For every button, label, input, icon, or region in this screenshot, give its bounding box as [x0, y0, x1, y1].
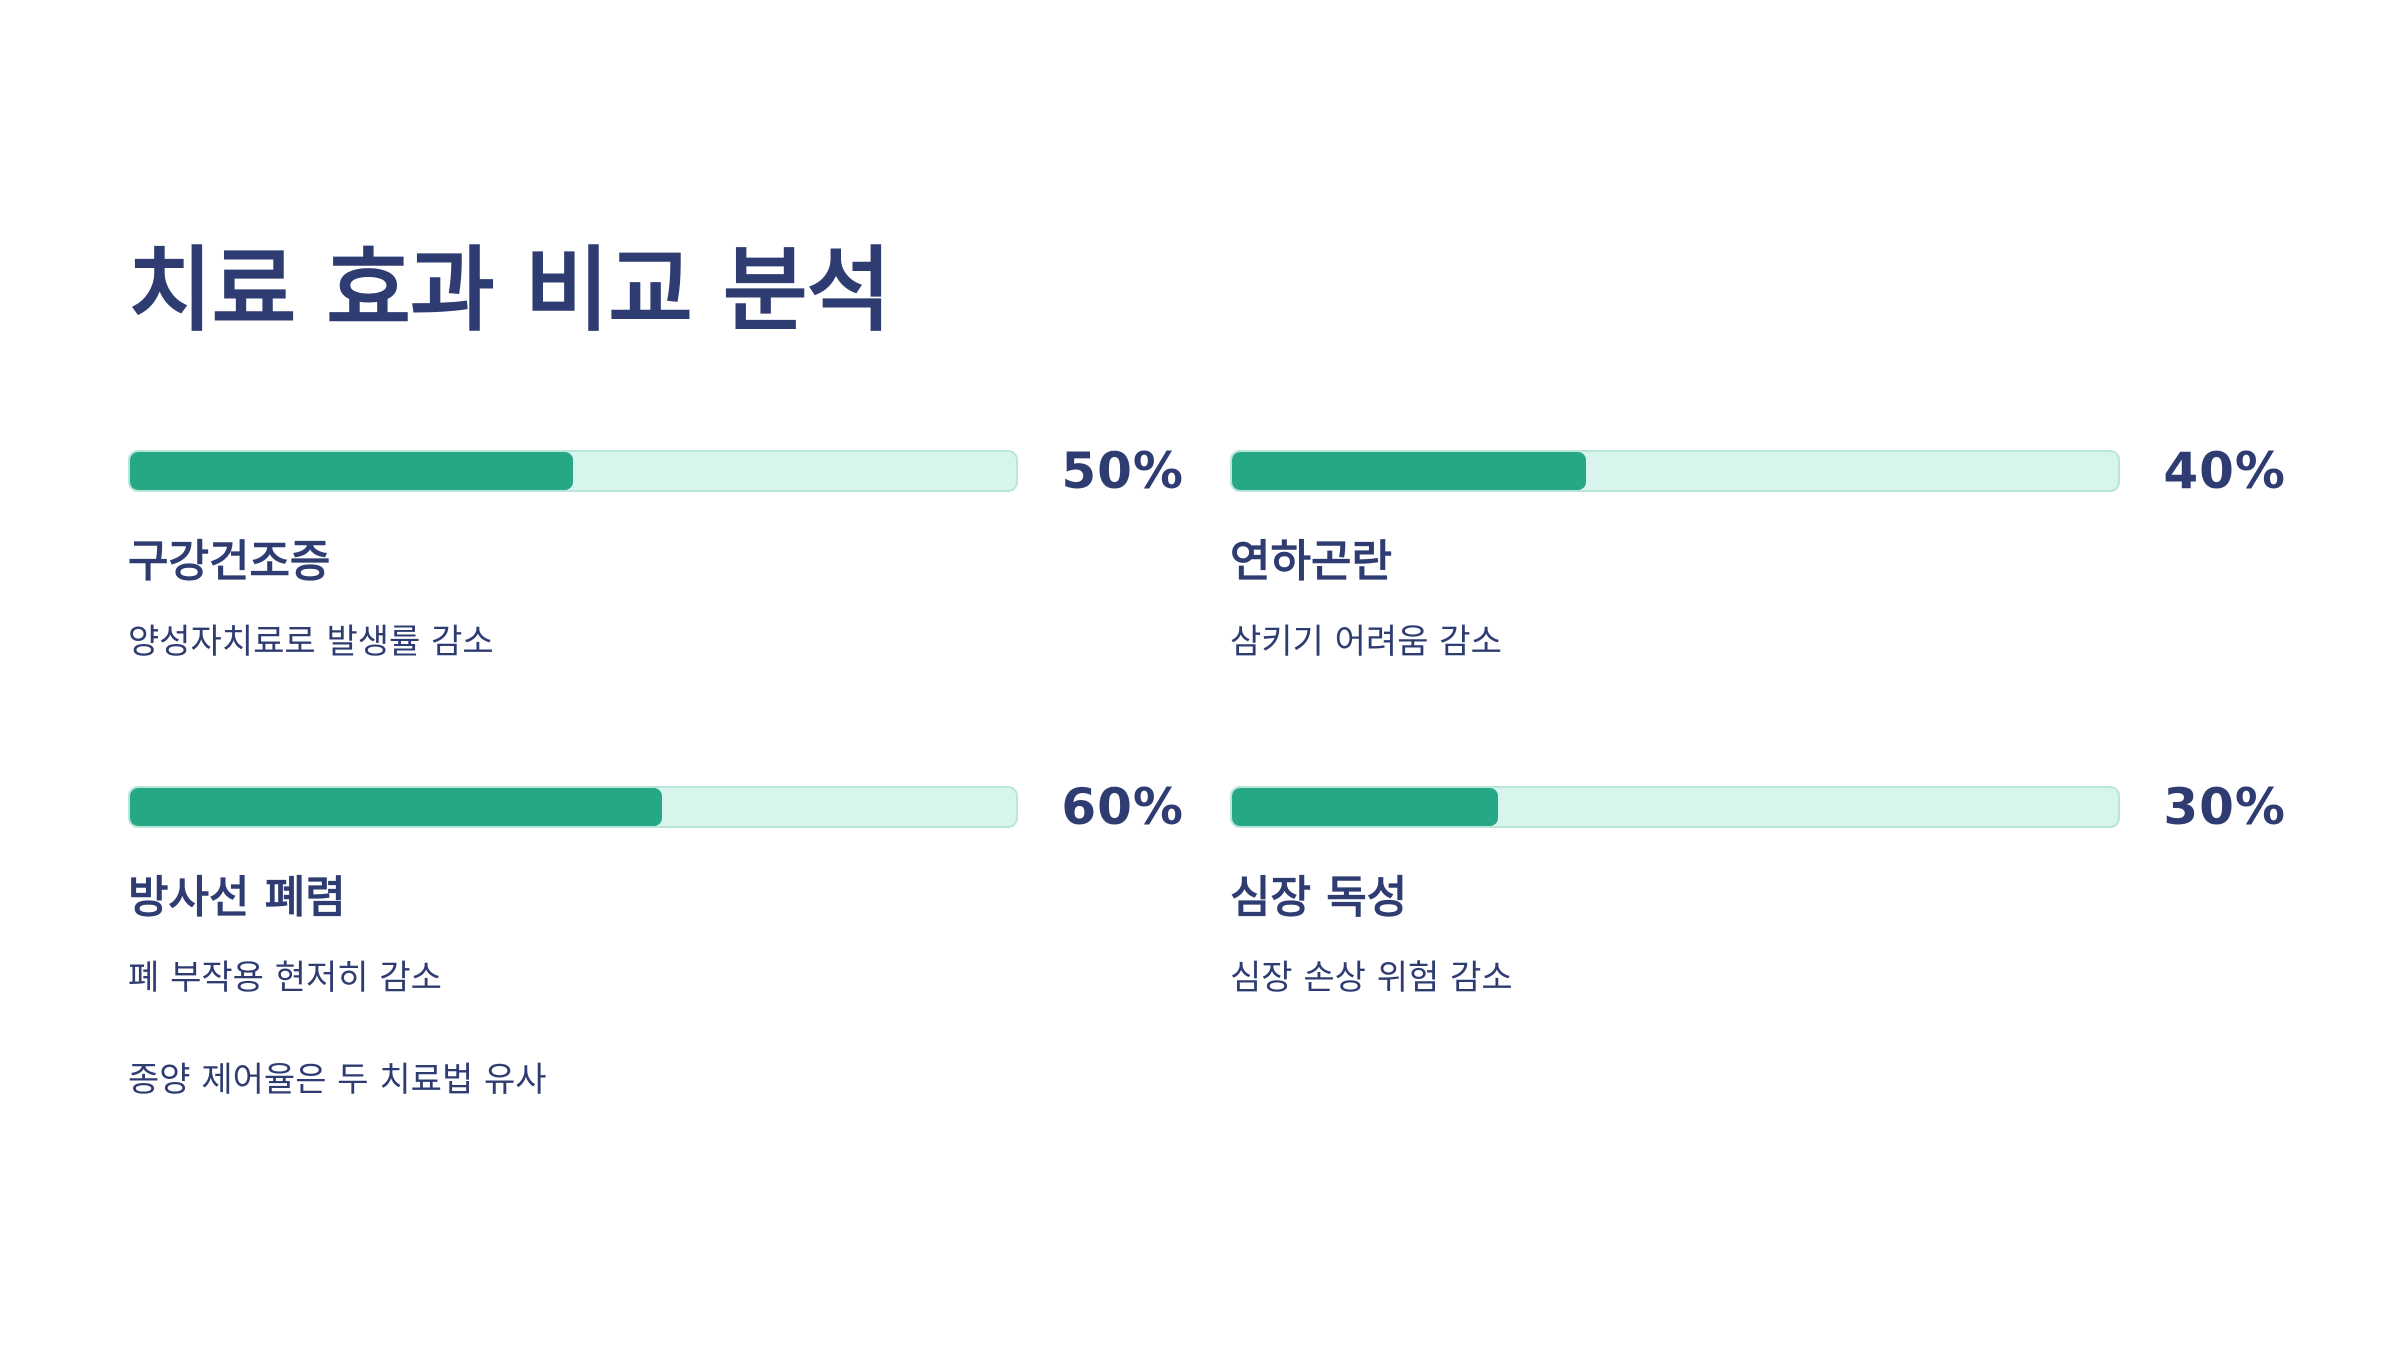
- stat-description: 삼키기 어려움 감소: [1230, 622, 1502, 662]
- stat-card-radiation-pneumonitis: 60% 방사선 폐렴 폐 부작용 현저히 감소: [128, 782, 1184, 998]
- progress-bar-track: [1230, 450, 2120, 492]
- progress-bar-track: [1230, 786, 2120, 828]
- progress-row: 50%: [128, 446, 1184, 496]
- progress-bar-fill: [1232, 788, 1498, 826]
- progress-bar-fill: [1232, 452, 1587, 490]
- progress-row: 30%: [1230, 782, 2286, 832]
- percent-value: 40%: [2163, 442, 2286, 500]
- footnote: 종양 제어율은 두 치료법 유사: [128, 1060, 547, 1100]
- progress-row: 60%: [128, 782, 1184, 832]
- progress-bar-fill: [130, 452, 573, 490]
- stat-title: 심장 독성: [1230, 872, 1408, 923]
- percent-value: 30%: [2163, 778, 2286, 836]
- progress-bar-track: [128, 450, 1018, 492]
- stat-title: 방사선 폐렴: [128, 872, 346, 923]
- page-title: 치료 효과 비교 분석: [128, 237, 891, 344]
- stat-description: 심장 손상 위험 감소: [1230, 958, 1513, 998]
- stat-title: 연하곤란: [1230, 536, 1392, 587]
- progress-bar-track: [128, 786, 1018, 828]
- stat-description: 폐 부작용 현저히 감소: [128, 958, 442, 998]
- progress-row: 40%: [1230, 446, 2286, 496]
- stat-card-cardiac-toxicity: 30% 심장 독성 심장 손상 위험 감소: [1230, 782, 2286, 998]
- stat-card-dry-mouth: 50% 구강건조증 양성자치료로 발생률 감소: [128, 446, 1184, 662]
- percent-value: 60%: [1061, 778, 1184, 836]
- stat-title: 구강건조증: [128, 536, 331, 587]
- progress-bar-fill: [130, 788, 662, 826]
- stat-description: 양성자치료로 발생률 감소: [128, 622, 494, 662]
- stat-card-dysphagia: 40% 연하곤란 삼키기 어려움 감소: [1230, 446, 2286, 662]
- percent-value: 50%: [1061, 442, 1184, 500]
